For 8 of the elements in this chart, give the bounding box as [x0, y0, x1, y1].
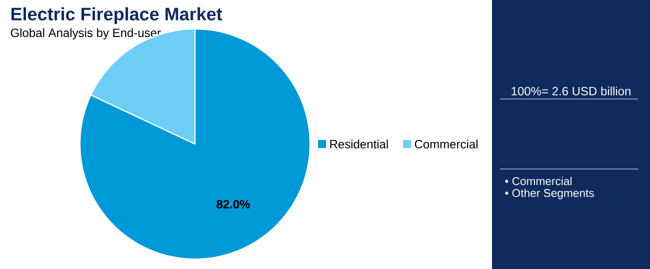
legend-label: Commercial — [414, 140, 478, 148]
chart-subtitle: Global Analysis by End-user — [10, 28, 161, 40]
chart-title: Electric Fireplace Market — [11, 7, 222, 24]
legend-label: Residential — [330, 140, 388, 148]
text: 100%= 2.6 USD billion — [512, 86, 630, 96]
text: • Commercial — [505, 176, 572, 186]
data-label: 82.0% — [216, 200, 250, 208]
text: • Other Segments — [505, 188, 594, 200]
